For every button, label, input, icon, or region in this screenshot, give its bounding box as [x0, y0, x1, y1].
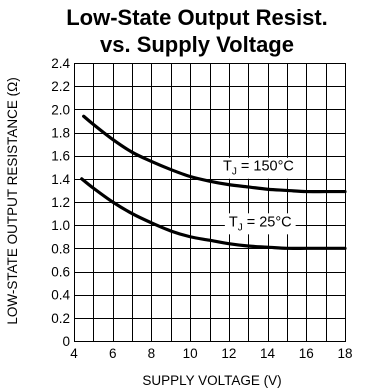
series-labels: TJ = 150°C TJ = 25°C — [219, 157, 298, 235]
x-tick-label: 4 — [70, 346, 78, 361]
x-tick-label: 8 — [148, 346, 156, 361]
x-tick-label: 16 — [299, 346, 314, 361]
chart-title: Low-State Output Resist. — [66, 5, 328, 30]
y-tick-label: 2.2 — [51, 79, 70, 94]
chart-subtitle: vs. Supply Voltage — [100, 32, 294, 57]
x-tick-label: 10 — [183, 346, 198, 361]
y-tick-label: 1.2 — [51, 195, 70, 210]
series-label-background — [219, 157, 298, 179]
y-tick-label: 1.6 — [51, 149, 70, 164]
x-tick-label: 6 — [109, 346, 117, 361]
y-tick-label: 0.6 — [51, 265, 70, 280]
x-tick-label: 18 — [337, 346, 352, 361]
y-tick-label: 0.4 — [51, 288, 70, 303]
series-label-1: TJ = 150°C — [219, 157, 298, 179]
series-curves — [80, 114, 347, 251]
series-label-background — [224, 213, 296, 235]
tick-labels: 4 6 8 10 12 14 16 18 0 0.2 0.4 0.6 0.8 1.0 1.2 1.4 1.6 1.… — [51, 56, 352, 361]
series-label-text: TJ = 150°C — [223, 159, 294, 178]
x-tick-label: 12 — [221, 346, 236, 361]
y-axis-label: LOW-STATE OUTPUT RESISTANCE (Ω) — [5, 77, 20, 324]
plot-frame — [73, 62, 347, 343]
y-tick-label: 1.0 — [51, 218, 70, 233]
grid — [74, 63, 346, 342]
x-tick-label: 14 — [260, 346, 276, 361]
y-tick-label: 2.4 — [51, 56, 70, 71]
series-line-2 — [80, 177, 347, 251]
y-tick-label: 0 — [62, 334, 70, 349]
y-tick-label: 1.4 — [51, 172, 70, 187]
y-tick-label: 0.2 — [51, 311, 70, 326]
y-tick-label: 0.8 — [51, 241, 70, 256]
series-label-2: TJ = 25°C — [224, 213, 296, 235]
series-line-1 — [82, 114, 347, 194]
y-tick-label: 1.8 — [51, 126, 70, 141]
y-tick-label: 2.0 — [51, 102, 70, 117]
x-axis-label: SUPPLY VOLTAGE (V) — [142, 373, 281, 388]
series-label-text: TJ = 25°C — [229, 214, 292, 233]
